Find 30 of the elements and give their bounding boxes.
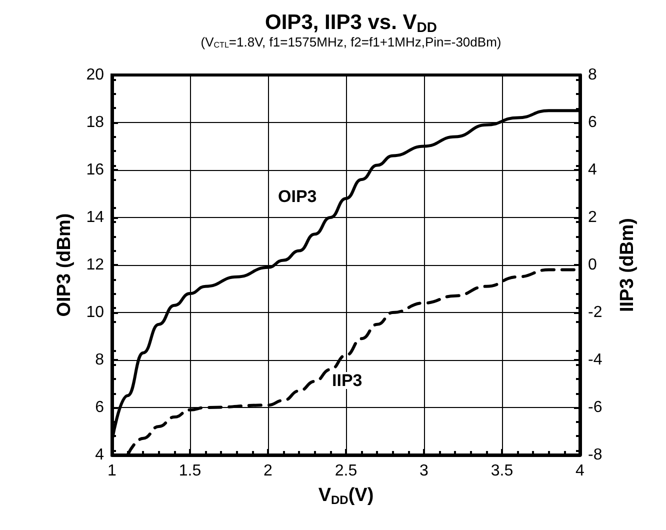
x-tick-label: 2.5 xyxy=(334,462,358,480)
y2-tick-label: -2 xyxy=(588,304,602,321)
y-tick-label: 14 xyxy=(86,209,104,226)
y-tick-label: 4 xyxy=(95,446,104,464)
y2-tick-label: -8 xyxy=(588,446,602,464)
annotation: OIP3 xyxy=(278,187,317,206)
y2-tick-label: 0 xyxy=(588,256,597,274)
x-tick-label: 2 xyxy=(264,462,273,480)
x-tick-label: 4 xyxy=(576,462,585,480)
y-tick-label: 8 xyxy=(95,352,104,368)
y2-tick-label: 2 xyxy=(588,209,597,226)
y-tick-label: 6 xyxy=(95,399,104,416)
y-tick-label: 16 xyxy=(86,162,104,178)
y2-tick-label: -6 xyxy=(588,399,602,416)
x-tick-label: 3 xyxy=(420,462,429,480)
y-tick-label: 18 xyxy=(86,114,104,131)
annotation: IIP3 xyxy=(332,371,362,390)
y2-tick-label: 6 xyxy=(588,114,597,131)
y2-tick-label: 8 xyxy=(588,66,597,84)
y2-tick-label: 4 xyxy=(588,162,597,178)
x-tick-label: 1.5 xyxy=(178,462,202,480)
x-tick-label: 3.5 xyxy=(490,462,514,480)
y-tick-label: 12 xyxy=(86,256,104,274)
y-tick-label: 10 xyxy=(86,304,104,321)
chart-subtitle: (VCTL=1.8V, f1=1575MHz, f2=f1+1MHz,Pin=-30dBm) xyxy=(200,34,502,50)
y2-tick-label: -4 xyxy=(588,352,602,368)
y-axis-title: OIP3 (dBm) xyxy=(54,213,75,317)
y2-axis-title: IIP3 (dBm) xyxy=(617,218,638,312)
x-tick-label: 1 xyxy=(108,462,117,480)
y-tick-label: 20 xyxy=(86,66,104,84)
